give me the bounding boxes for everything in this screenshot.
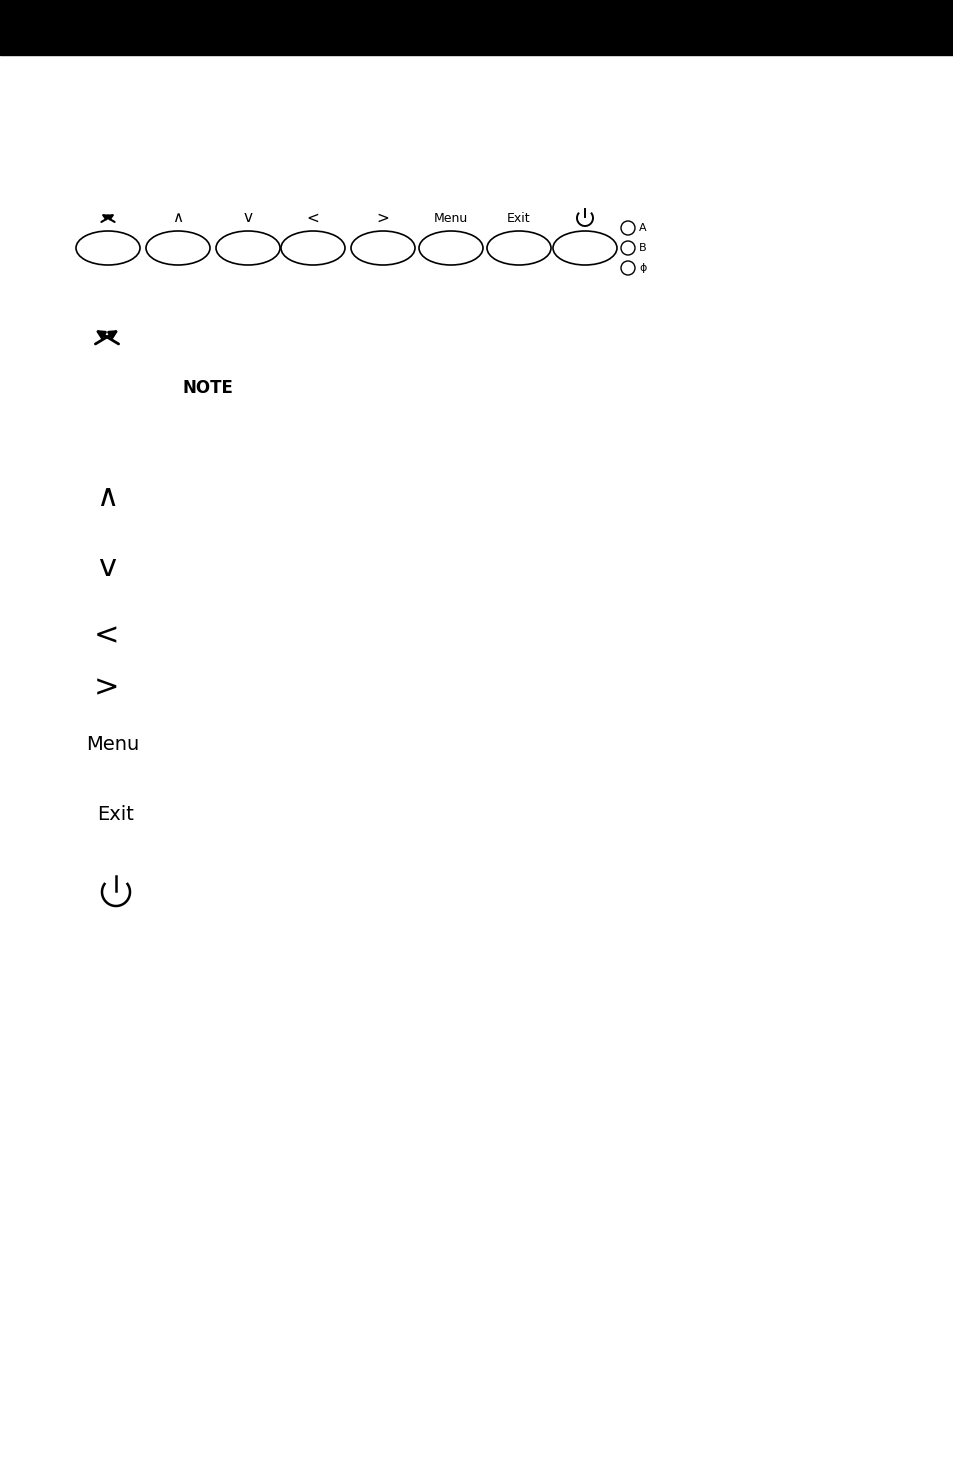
Text: B: B	[639, 243, 646, 254]
Text: A: A	[639, 223, 646, 233]
Text: v: v	[243, 211, 253, 226]
Text: Exit: Exit	[507, 211, 530, 224]
Text: <: <	[306, 211, 319, 226]
Text: >: >	[376, 211, 389, 226]
Text: ϕ: ϕ	[639, 263, 646, 273]
Bar	[0, 0, 953, 55]
Text: ∧: ∧	[172, 211, 183, 226]
Text: v: v	[98, 553, 116, 581]
Text: <: <	[94, 621, 120, 650]
Text: >: >	[94, 674, 120, 702]
Text: Exit: Exit	[97, 804, 134, 823]
Text: Menu: Menu	[87, 736, 139, 755]
Text: Menu: Menu	[434, 211, 468, 224]
Text: ∧: ∧	[95, 484, 118, 512]
Text: NOTE: NOTE	[183, 379, 233, 397]
